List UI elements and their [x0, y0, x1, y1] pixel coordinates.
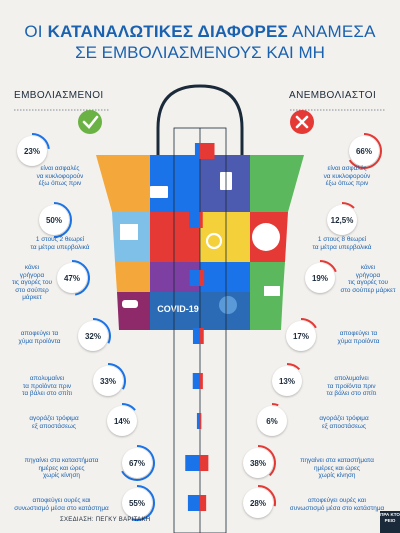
label-vaccinated-6: πηγαίνει στα καταστήματα ημέρες και ώρες χ… — [24, 457, 99, 480]
virus-icon — [219, 296, 237, 314]
bar-unvaccinated-1 — [200, 212, 203, 228]
pct-vaccinated-7: 55% — [122, 488, 152, 518]
label-unvaccinated-5: αγοράζει τρόφιμα εξ αποστάσεως — [319, 415, 369, 430]
magnifier-icon — [205, 232, 223, 250]
label-unvaccinated-2: κάνει γρήγορα τις αγορές του στο σούπερ μάρ… — [340, 264, 396, 294]
label-vaccinated-5: αγοράζει τρόφιμα εξ αποστάσεως — [29, 415, 79, 430]
label-unvaccinated-1: 1 στους 8 θεωρεί τα μέτρα υπερβολικά — [312, 236, 372, 251]
bar-vaccinated-0 — [194, 143, 200, 159]
bar-vaccinated-7 — [187, 495, 200, 511]
label-vaccinated-2: κάνει γρήγορα τις αγορές του στο σούπερ μάρ… — [11, 264, 53, 302]
pct-vaccinated-6: 67% — [122, 448, 152, 478]
title-line-2: ΣΕ ΕΜΒΟΛΙΑΣΜΕΝΟΥΣ ΚΑΙ ΜΗ — [75, 43, 325, 62]
pct-vaccinated-1: 50% — [39, 205, 69, 235]
label-vaccinated-1: 1 στους 2 θεωρεί τα μέτρα υπερβολικά — [30, 236, 90, 251]
bar-unvaccinated-5 — [200, 413, 202, 429]
ring-unvaccinated-6 — [257, 445, 276, 477]
pct-vaccinated-0: 23% — [17, 136, 47, 166]
bar-unvaccinated-0 — [200, 143, 215, 159]
ring-vaccinated-3 — [92, 318, 111, 344]
laptop-icon — [264, 286, 280, 296]
bag-label: COVID-19 — [157, 304, 199, 314]
title-suffix: ΑΝΑΜΕΣΑ — [291, 22, 376, 41]
credit: ΣΧΕΔΙΑΣΗ: ΠΕΓΚΥ ΒΑΡΙΤΑΚΗ — [60, 517, 151, 523]
ring-unvaccinated-2 — [319, 260, 337, 273]
puzzle-bag — [96, 155, 304, 330]
label-unvaccinated-7: αποφεύγει ουρές και συνωστισμό μέσα στο κ… — [289, 497, 385, 512]
ring-unvaccinated-1 — [341, 202, 355, 209]
bar-unvaccinated-6 — [200, 455, 209, 471]
gamepad-icon — [122, 300, 138, 308]
ring-vaccinated-1 — [53, 202, 72, 238]
pct-vaccinated-5: 14% — [107, 406, 137, 436]
pct-vaccinated-3: 32% — [78, 321, 108, 351]
pct-unvaccinated-0: 66% — [349, 136, 379, 166]
pct-vaccinated-4: 33% — [93, 366, 123, 396]
ring-unvaccinated-7 — [257, 485, 276, 507]
gift-icon — [120, 224, 138, 240]
title-line-1: ΟΙ ΚΑΤΑΝΑΛΩΤΙΚΕΣ ΔΙΑΦΟΡΕΣ ΑΝΑΜΕΣΑ — [0, 22, 400, 42]
label-vaccinated-4: απολυμαίνει τα προϊόντα πριν τα βάλει στο … — [22, 375, 72, 398]
label-vaccinated-3: αποφεύγει τα χύμα προϊόντα — [18, 330, 61, 345]
bar-vaccinated-5 — [196, 413, 200, 429]
ring-vaccinated-2 — [71, 260, 91, 296]
cross-icon — [295, 115, 309, 129]
pct-unvaccinated-3: 17% — [286, 321, 316, 351]
label-unvaccinated-6: πηγαίνει στα καταστήματα ημέρες και ώρες χ… — [300, 457, 374, 480]
label-vaccinated-0: είναι ασφαλές να κυκλοφορούν έξω όπως πριν — [36, 165, 84, 188]
ring-vaccinated-0 — [31, 133, 50, 150]
pct-unvaccinated-2: 19% — [305, 263, 335, 293]
pct-vaccinated-2: 47% — [57, 263, 87, 293]
bar-vaccinated-4 — [192, 373, 200, 389]
pct-unvaccinated-1: 12,5% — [327, 205, 357, 235]
clock-icon — [252, 223, 280, 251]
label-unvaccinated-3: αποφεύγει τα χύμα προϊόντα — [337, 330, 380, 345]
bag-handle — [156, 84, 244, 160]
publisher-logo: ΠΡΑ ΚΤΟ ΡΕΙΟ — [380, 511, 400, 533]
bar-unvaccinated-4 — [200, 373, 203, 389]
pct-unvaccinated-4: 13% — [272, 366, 302, 396]
label-unvaccinated-0: είναι ασφαλές να κυκλοφορούν έξω όπως πριν — [323, 165, 371, 188]
ring-unvaccinated-3 — [300, 318, 317, 329]
ring-unvaccinated-4 — [286, 363, 301, 371]
check-badge — [78, 110, 102, 134]
ring-unvaccinated-5 — [271, 402, 279, 407]
bar-unvaccinated-2 — [200, 270, 205, 286]
pct-unvaccinated-5: 6% — [257, 406, 287, 436]
title-prefix: ΟΙ — [24, 22, 43, 41]
header-vaccinated: ΕΜΒΟΛΙΑΣΜΕΝΟΙ — [14, 90, 104, 101]
title-bold: ΚΑΤΑΝΑΛΩΤΙΚΕΣ ΔΙΑΦΟΡΕΣ — [47, 22, 288, 41]
header-unvaccinated: ΑΝΕΜΒΟΛΙΑΣΤΟΙ — [289, 90, 377, 101]
bar-vaccinated-2 — [189, 270, 200, 286]
ring-unvaccinated-0 — [348, 133, 382, 169]
bar-unvaccinated-7 — [200, 495, 207, 511]
bar-vaccinated-3 — [192, 328, 200, 344]
check-icon — [82, 115, 99, 129]
bar-vaccinated-6 — [185, 455, 200, 471]
ring-vaccinated-7 — [131, 485, 155, 521]
ring-vaccinated-6 — [121, 445, 155, 481]
bar-unvaccinated-3 — [200, 328, 204, 344]
card-icon — [150, 186, 168, 198]
label-unvaccinated-4: απολυμαίνει τα προϊόντα πριν τα βάλει στο … — [326, 375, 377, 398]
pct-unvaccinated-6: 38% — [243, 448, 273, 478]
ring-vaccinated-4 — [107, 363, 126, 390]
bar-vaccinated-1 — [189, 212, 200, 228]
label-vaccinated-7: αποφεύγει ουρές και συνωστισμό μέσα στο κ… — [14, 497, 109, 512]
pct-unvaccinated-7: 28% — [243, 488, 273, 518]
ring-vaccinated-5 — [121, 403, 136, 411]
